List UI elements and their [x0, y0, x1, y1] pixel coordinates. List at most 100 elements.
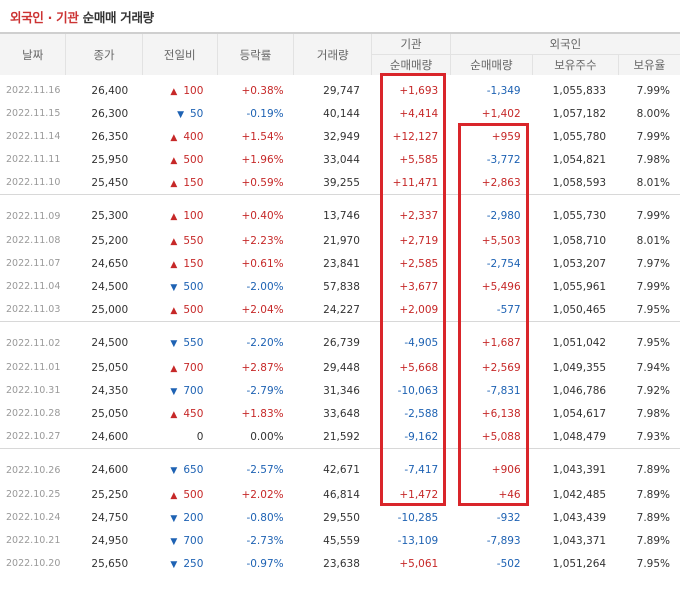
foreign-ratio-cell: 7.89% [636, 488, 670, 501]
rate-cell: -2.73% [246, 534, 284, 547]
change-cell: ▲ 700 [142, 356, 217, 379]
close-cell: 25,250 [91, 488, 129, 501]
volume-cell: 26,739 [293, 321, 372, 356]
header-change: 전일비 [142, 32, 218, 75]
institution-net-cell: +3,677 [399, 280, 439, 293]
change-value: 200 [183, 511, 204, 524]
header-close: 종가 [65, 32, 143, 75]
foreign-hold-cell: 1,043,391 [532, 448, 619, 483]
rate-cell: +1.54% [241, 130, 284, 143]
change-value: 50 [190, 107, 204, 120]
up-triangle-icon: ▲ [170, 86, 178, 97]
foreign-net-cell: +5,496 [481, 280, 521, 293]
close-cell: 26,350 [91, 130, 129, 143]
foreign-net-cell: +1,402 [481, 107, 521, 120]
change-cell: ▲ 500 [142, 483, 217, 506]
date-cell: 2022.11.07 [6, 258, 61, 269]
header-foreign-net: 순매매량 [450, 54, 534, 75]
foreign-ratio-cell: 8.01% [636, 234, 670, 247]
foreign-net-cell: -7,831 [486, 384, 521, 397]
foreign-ratio-cell: 7.92% [636, 384, 670, 397]
volume-cell: 32,949 [323, 130, 360, 143]
date-cell: 2022.11.02 [0, 321, 66, 356]
institution-net-cell: +2,009 [399, 303, 439, 316]
foreign-ratio-cell: 7.99% [618, 194, 680, 229]
change-value: 500 [183, 488, 204, 501]
volume-cell: 57,838 [323, 280, 360, 293]
change-cell: ▲ 150 [142, 171, 217, 195]
foreign-hold-cell: 1,054,617 [552, 407, 607, 420]
close-cell: 25,950 [91, 153, 129, 166]
foreign-hold-cell: 1,051,264 [552, 557, 607, 570]
change-value: 700 [183, 534, 204, 547]
volume-cell: 23,638 [323, 557, 360, 570]
up-triangle-icon: ▲ [170, 409, 178, 420]
foreign-net-cell: +46 [498, 488, 521, 501]
change-value: 0 [196, 430, 204, 443]
table-row: 2022.10.28 25,050 ▲ 450 +1.83% 33,648 -2,588 +6… [0, 402, 680, 425]
change-value: 250 [183, 557, 204, 570]
up-triangle-icon: ▲ [170, 490, 178, 501]
date-cell: 2022.11.08 [6, 235, 61, 246]
foreign-net-cell: -1,349 [486, 84, 521, 97]
foreign-hold-cell: 1,055,780 [552, 130, 607, 143]
change-cell: ▼ 700 [142, 529, 217, 552]
date-cell: 2022.10.25 [6, 489, 61, 500]
foreign-hold-cell: 1,057,182 [552, 107, 607, 120]
foreign-net-cell: -2,980 [450, 194, 533, 229]
close-cell: 25,000 [91, 303, 129, 316]
change-cell: ▲ 500 [142, 298, 217, 322]
change-cell: ▲ 550 [142, 229, 217, 252]
change-cell: ▼ 700 [142, 379, 217, 402]
rate-cell: +1.96% [241, 153, 284, 166]
date-cell: 2022.11.10 [6, 177, 61, 188]
foreign-net-cell: +5,088 [481, 430, 521, 443]
down-triangle-icon: ▼ [170, 466, 178, 476]
foreign-net-cell: -502 [496, 557, 521, 570]
title-separator: · [43, 10, 57, 25]
volume-cell: 40,144 [323, 107, 360, 120]
institution-net-cell: +5,061 [399, 557, 439, 570]
rate-cell: +2.23% [241, 234, 284, 247]
date-cell: 2022.11.01 [6, 362, 61, 373]
rate-cell: +0.59% [241, 176, 284, 189]
rate-cell: -0.19% [246, 107, 284, 120]
change-value: 700 [183, 384, 204, 397]
rate-cell: +0.40% [217, 194, 294, 229]
change-value: 100 [183, 84, 204, 97]
table-row: 2022.10.24 24,750 ▼ 200 -0.80% 29,550 -10,285 -… [0, 506, 680, 529]
down-triangle-icon: ▼ [170, 282, 178, 293]
foreign-net-cell: +5,503 [481, 234, 521, 247]
foreign-ratio-cell: 7.99% [636, 84, 670, 97]
foreign-net-cell: -577 [496, 303, 521, 316]
close-cell: 25,200 [91, 234, 129, 247]
foreign-ratio-cell: 7.94% [636, 361, 670, 374]
rate-cell: +0.61% [241, 257, 284, 270]
change-cell: ▲ 500 [142, 148, 217, 171]
close-cell: 25,300 [65, 194, 143, 229]
date-cell: 2022.11.15 [6, 108, 61, 119]
rate-cell: -2.20% [217, 321, 294, 356]
date-cell: 2022.11.09 [0, 194, 66, 229]
foreign-net-cell: -2,754 [486, 257, 521, 270]
change-cell: 0 [142, 425, 217, 449]
volume-cell: 39,255 [323, 176, 360, 189]
foreign-ratio-cell: 8.01% [636, 176, 670, 189]
title-rest: 순매매 거래량 [78, 10, 155, 25]
volume-cell: 45,559 [323, 534, 360, 547]
foreign-ratio-cell: 7.98% [636, 153, 670, 166]
header-foreign-ratio: 보유율 [618, 54, 680, 75]
table-row: 2022.11.10 25,450 ▲ 150 +0.59% 39,255 +11,471 +… [0, 171, 680, 195]
foreign-net-cell: +959 [491, 130, 521, 143]
volume-cell: 23,841 [323, 257, 360, 270]
volume-cell: 33,044 [323, 153, 360, 166]
table-row: 2022.10.26 24,600 ▼ 650 -2.57% 42,671 -7,417 +9… [0, 448, 680, 483]
up-triangle-icon: ▲ [170, 363, 178, 374]
institution-net-cell: -2,588 [404, 407, 439, 420]
up-triangle-icon: ▲ [170, 236, 178, 247]
change-cell: ▼ 200 [142, 506, 217, 529]
change-cell: ▲ 100 [142, 75, 217, 102]
up-triangle-icon: ▲ [170, 155, 178, 166]
foreign-ratio-cell: 7.89% [636, 534, 670, 547]
volume-cell: 13,746 [293, 194, 372, 229]
